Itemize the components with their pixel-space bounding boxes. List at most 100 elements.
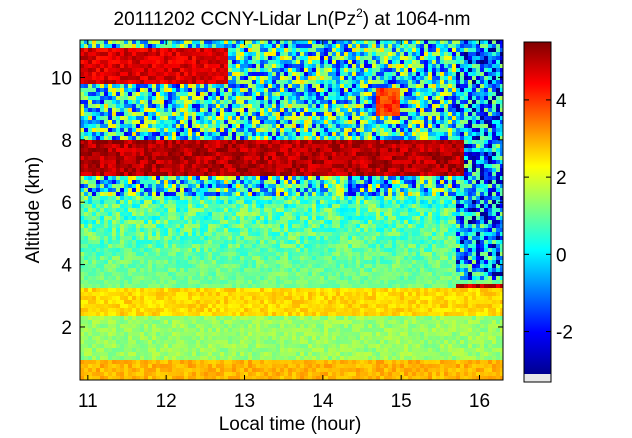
heatmap-cell bbox=[400, 152, 404, 156]
heatmap-cell bbox=[152, 64, 156, 68]
heatmap-cell bbox=[360, 104, 364, 108]
heatmap-cell bbox=[500, 216, 503, 220]
heatmap-cell bbox=[432, 216, 436, 220]
heatmap-cell bbox=[156, 136, 160, 140]
heatmap-cell bbox=[432, 76, 436, 80]
heatmap-cell bbox=[328, 116, 332, 120]
heatmap-cell bbox=[352, 144, 356, 148]
heatmap-cell bbox=[80, 148, 84, 152]
heatmap-cell bbox=[400, 48, 404, 52]
heatmap-cell bbox=[100, 108, 104, 112]
heatmap-cell bbox=[164, 168, 168, 172]
heatmap-cell bbox=[396, 132, 400, 136]
heatmap-cell bbox=[380, 212, 384, 216]
heatmap-cell bbox=[396, 76, 400, 80]
heatmap-cell bbox=[116, 100, 120, 104]
heatmap-cell bbox=[452, 96, 456, 100]
heatmap-cell bbox=[452, 220, 456, 224]
heatmap-cell bbox=[460, 200, 464, 204]
heatmap-cell bbox=[312, 212, 316, 216]
heatmap-cell bbox=[108, 80, 112, 84]
heatmap-cell bbox=[396, 108, 400, 112]
heatmap-cell bbox=[340, 112, 344, 116]
heatmap-cell bbox=[288, 128, 292, 132]
heatmap-cell bbox=[352, 224, 356, 228]
heatmap-cell bbox=[300, 96, 304, 100]
heatmap-cell bbox=[364, 100, 368, 104]
heatmap-cell bbox=[472, 128, 476, 132]
heatmap-cell bbox=[304, 180, 308, 184]
heatmap-cell bbox=[440, 64, 444, 68]
heatmap-cell bbox=[168, 180, 172, 184]
heatmap-cell bbox=[116, 176, 120, 180]
heatmap-cell bbox=[364, 80, 368, 84]
heatmap-cell bbox=[388, 116, 392, 120]
heatmap-cell bbox=[128, 56, 132, 60]
heatmap-cell bbox=[356, 44, 360, 48]
heatmap-cell bbox=[152, 192, 156, 196]
heatmap-cell bbox=[188, 60, 192, 64]
heatmap-cell bbox=[440, 168, 444, 172]
heatmap-cell bbox=[380, 100, 384, 104]
heatmap-cell bbox=[448, 132, 452, 136]
heatmap-cell bbox=[356, 160, 360, 164]
heatmap-cell bbox=[332, 180, 336, 184]
heatmap-cell bbox=[460, 48, 464, 52]
heatmap-cell bbox=[108, 224, 112, 228]
heatmap-cell bbox=[284, 60, 288, 64]
heatmap-cell bbox=[116, 200, 120, 204]
heatmap-cell bbox=[356, 116, 360, 120]
heatmap-cell bbox=[288, 96, 292, 100]
heatmap-cell bbox=[332, 148, 336, 152]
heatmap-cell bbox=[208, 200, 212, 204]
heatmap-cell bbox=[372, 56, 376, 60]
heatmap-cell bbox=[92, 156, 96, 160]
heatmap-cell bbox=[80, 104, 84, 108]
heatmap-cell bbox=[368, 60, 372, 64]
heatmap-cell bbox=[224, 80, 228, 84]
heatmap-cell bbox=[336, 160, 340, 164]
heatmap-cell bbox=[104, 88, 108, 92]
heatmap-cell bbox=[124, 60, 128, 64]
heatmap-cell bbox=[260, 148, 264, 152]
heatmap-cell bbox=[148, 168, 152, 172]
heatmap-cell bbox=[420, 216, 424, 220]
heatmap-cell bbox=[444, 224, 448, 228]
heatmap-cell bbox=[420, 72, 424, 76]
heatmap-cell bbox=[320, 140, 324, 144]
heatmap-cell bbox=[408, 152, 412, 156]
heatmap-cell bbox=[392, 132, 396, 136]
heatmap-cell bbox=[248, 100, 252, 104]
heatmap-cell bbox=[440, 120, 444, 124]
heatmap-cell bbox=[120, 112, 124, 116]
heatmap-cell bbox=[384, 104, 388, 108]
heatmap-cell bbox=[184, 208, 188, 212]
heatmap-cell bbox=[484, 104, 488, 108]
heatmap-cell bbox=[424, 160, 428, 164]
heatmap-cell bbox=[112, 140, 116, 144]
heatmap-cell bbox=[116, 44, 120, 48]
heatmap-cell bbox=[496, 84, 500, 88]
heatmap-cell bbox=[284, 160, 288, 164]
heatmap-cell bbox=[96, 64, 100, 68]
heatmap-cell bbox=[372, 116, 376, 120]
heatmap-cell bbox=[424, 100, 428, 104]
heatmap-cell bbox=[364, 212, 368, 216]
heatmap-cell bbox=[208, 148, 212, 152]
heatmap-cell bbox=[312, 92, 316, 96]
heatmap-cell bbox=[264, 212, 268, 216]
heatmap-cell bbox=[500, 96, 503, 100]
heatmap-cell bbox=[156, 96, 160, 100]
heatmap-cell bbox=[272, 68, 276, 72]
heatmap-cell bbox=[380, 76, 384, 80]
heatmap-cell bbox=[176, 192, 180, 196]
heatmap-cell bbox=[340, 160, 344, 164]
heatmap-cell bbox=[180, 176, 184, 180]
heatmap-cell bbox=[136, 164, 140, 168]
heatmap-cell bbox=[472, 132, 476, 136]
heatmap-cell bbox=[92, 168, 96, 172]
heatmap-cell bbox=[268, 148, 272, 152]
heatmap-cell bbox=[448, 124, 452, 128]
heatmap-cell bbox=[80, 184, 84, 188]
heatmap-cell bbox=[292, 192, 296, 196]
